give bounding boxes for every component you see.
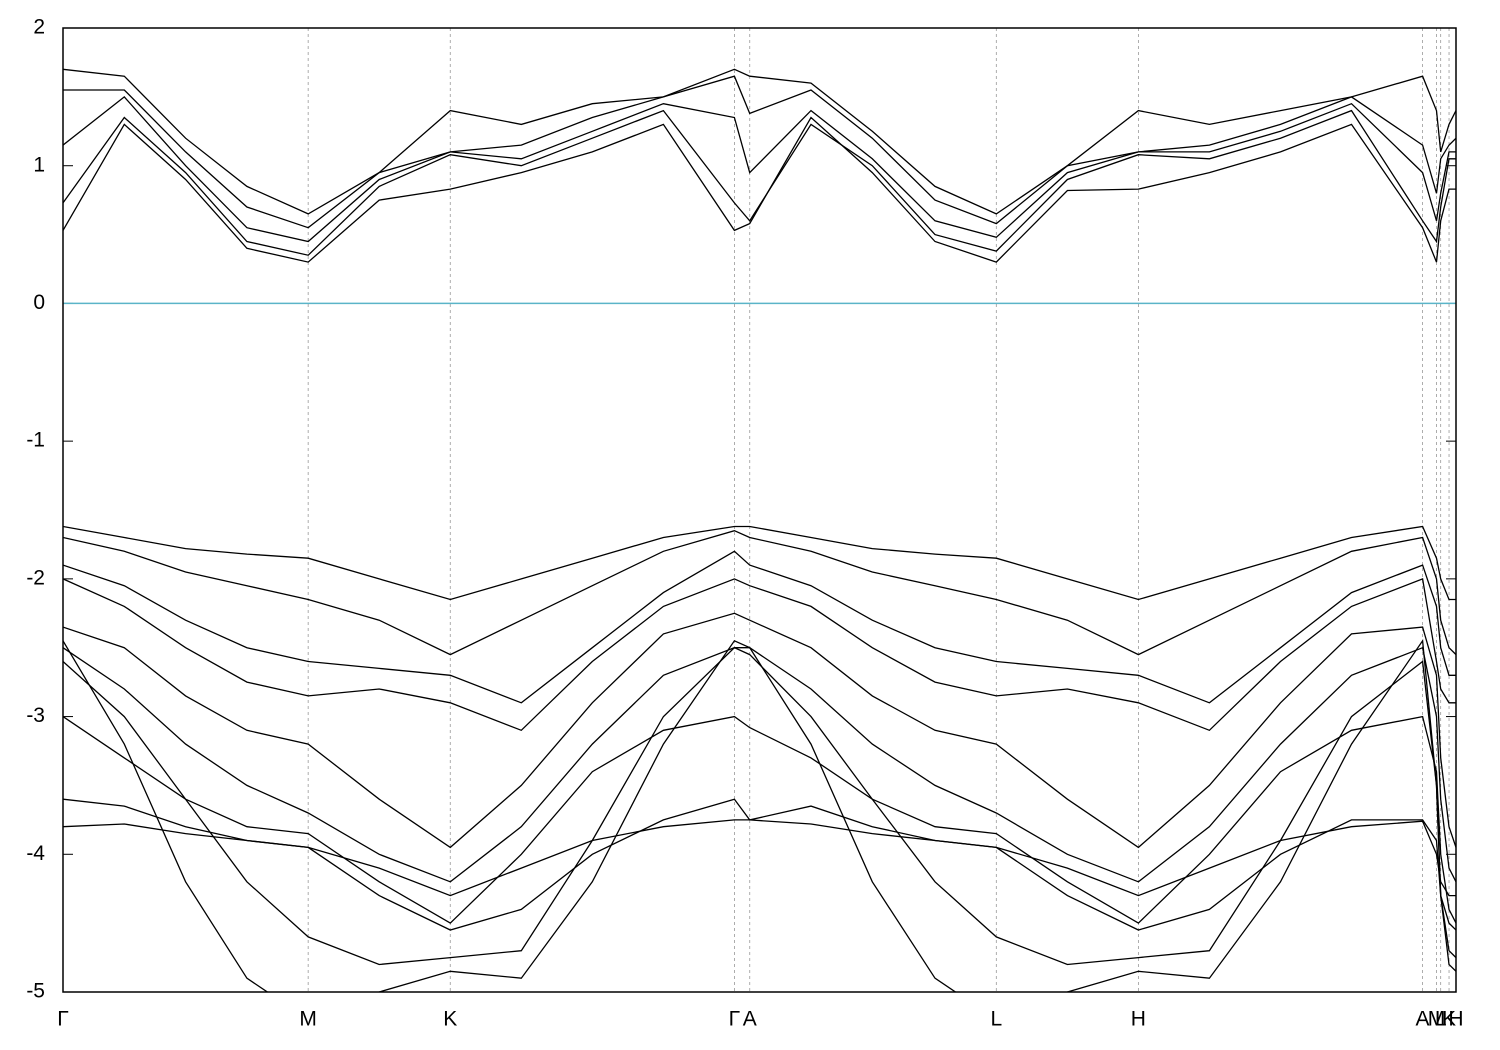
x-tick-label: Γ — [729, 1008, 741, 1031]
band-line — [63, 646, 1456, 966]
x-tick-label: A — [743, 1008, 757, 1031]
x-tick-label: K — [1442, 1008, 1456, 1031]
band-line — [63, 646, 1456, 883]
y-tick-label: 1 — [33, 153, 45, 176]
x-tick-label: M — [299, 1008, 317, 1031]
x-tick-label: L — [1435, 1008, 1447, 1031]
band-line — [63, 68, 1456, 215]
x-tick-label: K — [443, 1008, 457, 1031]
y-tick-label: -2 — [26, 566, 45, 589]
band-line — [63, 798, 1456, 931]
x-tick-label: Γ — [57, 1008, 69, 1031]
band-line — [63, 75, 1456, 229]
bands — [63, 68, 1456, 992]
band-line — [63, 530, 1456, 656]
plot-frame — [62, 27, 1457, 993]
band-line — [63, 525, 1456, 601]
y-tick-label: -4 — [26, 842, 45, 865]
x-tick-label: M — [1428, 1008, 1446, 1031]
y-tick-label: 2 — [33, 16, 45, 39]
band-line — [63, 550, 1456, 704]
grid — [62, 27, 1457, 993]
band-line — [63, 578, 1456, 732]
band-line — [63, 116, 1456, 263]
band-line — [63, 819, 1456, 897]
band-line — [63, 96, 1456, 243]
y-tick-label: -3 — [26, 704, 45, 727]
band-line — [63, 612, 1456, 849]
x-tick-label: H — [1131, 1008, 1146, 1031]
x-tick-label: L — [990, 1008, 1002, 1031]
band-line — [63, 638, 1456, 992]
y-tick-label: 0 — [33, 291, 45, 314]
y-tick-label: -5 — [26, 980, 45, 1003]
y-tick-label: -1 — [26, 429, 45, 452]
band-line — [63, 715, 1456, 924]
x-tick-label: H — [1448, 1008, 1463, 1031]
x-tick-label: A — [1416, 1008, 1430, 1031]
